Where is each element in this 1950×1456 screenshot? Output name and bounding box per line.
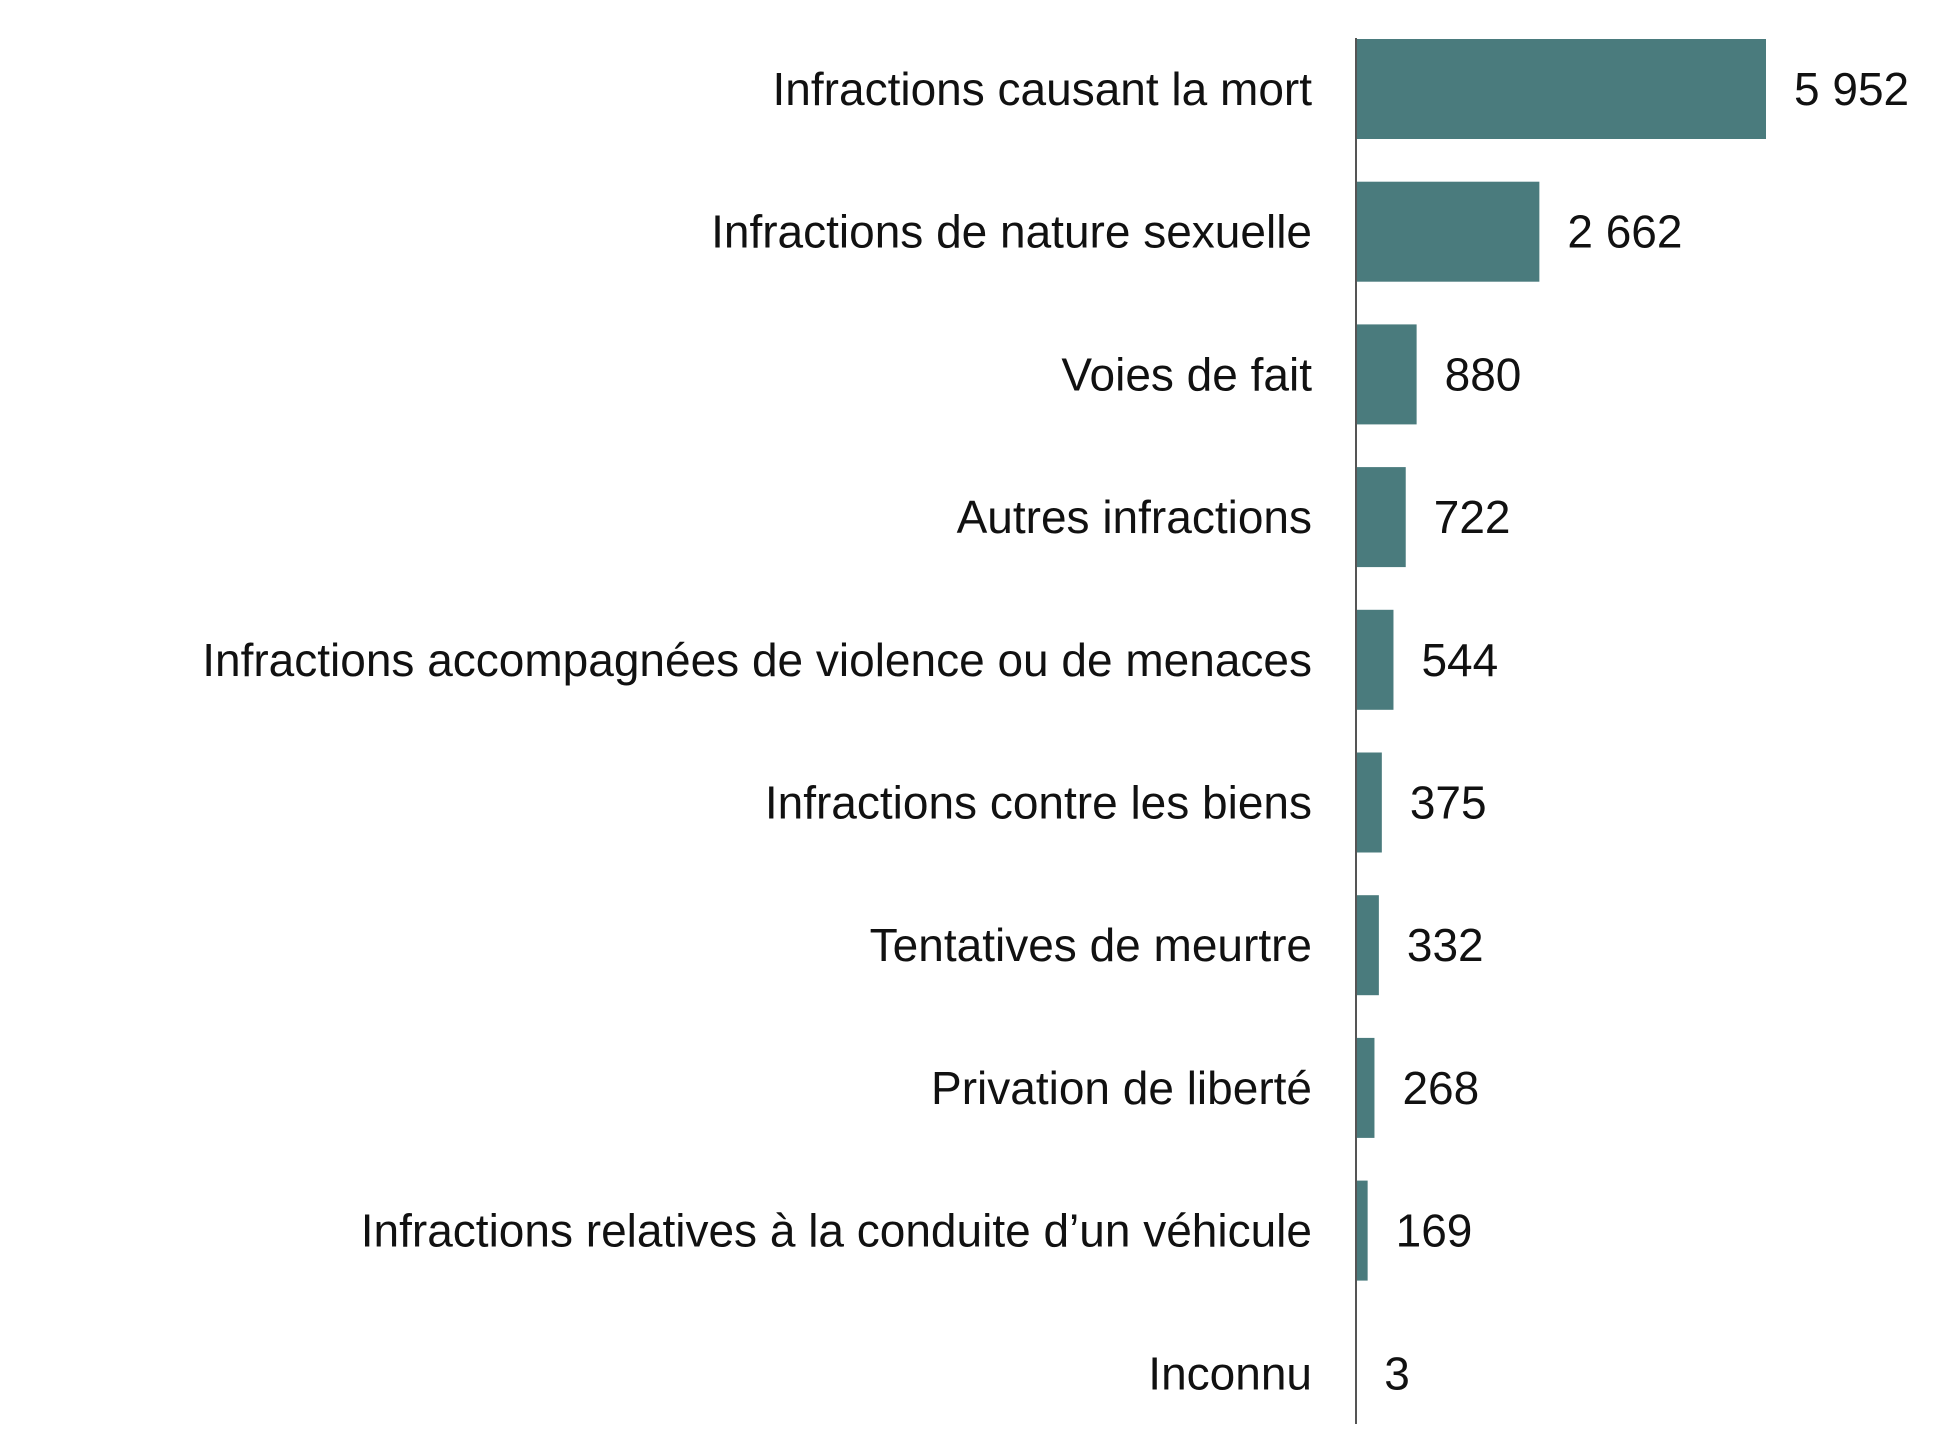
category-label: Inconnu [1148,1347,1312,1399]
bar [1356,1180,1368,1281]
value-label: 722 [1434,491,1511,543]
value-label: 3 [1384,1347,1410,1399]
category-label: Infractions accompagnées de violence ou … [202,634,1312,686]
category-label: Infractions de nature sexuelle [711,206,1312,258]
bar [1356,467,1406,568]
category-label: Tentatives de meurtre [870,919,1312,971]
bar [1356,752,1382,853]
value-label: 332 [1407,919,1484,971]
category-label: Infractions causant la mort [773,63,1313,115]
bar [1356,181,1540,282]
value-label: 169 [1396,1205,1473,1257]
bar [1356,324,1417,425]
category-label: Autres infractions [957,491,1312,543]
category-labels-group: Infractions causant la mort Infractions d… [202,63,1312,1399]
value-label: 5 952 [1794,63,1909,115]
category-label: Voies de fait [1061,348,1312,400]
value-labels-group: 5 952 2 662 880 722 544 375 332 268 169 3 [1384,63,1909,1399]
bars-group [1356,39,1766,1424]
value-label: 268 [1402,1062,1479,1114]
bar [1356,895,1379,996]
value-label: 375 [1410,777,1487,829]
value-label: 2 662 [1567,206,1682,258]
value-label: 544 [1421,634,1498,686]
category-label: Privation de liberté [931,1062,1312,1114]
bar [1356,609,1394,710]
bar [1356,1037,1375,1138]
bar [1356,39,1766,139]
value-label: 880 [1445,348,1522,400]
category-label: Infractions contre les biens [765,777,1312,829]
category-label: Infractions relatives à la conduite d’un… [361,1205,1312,1257]
